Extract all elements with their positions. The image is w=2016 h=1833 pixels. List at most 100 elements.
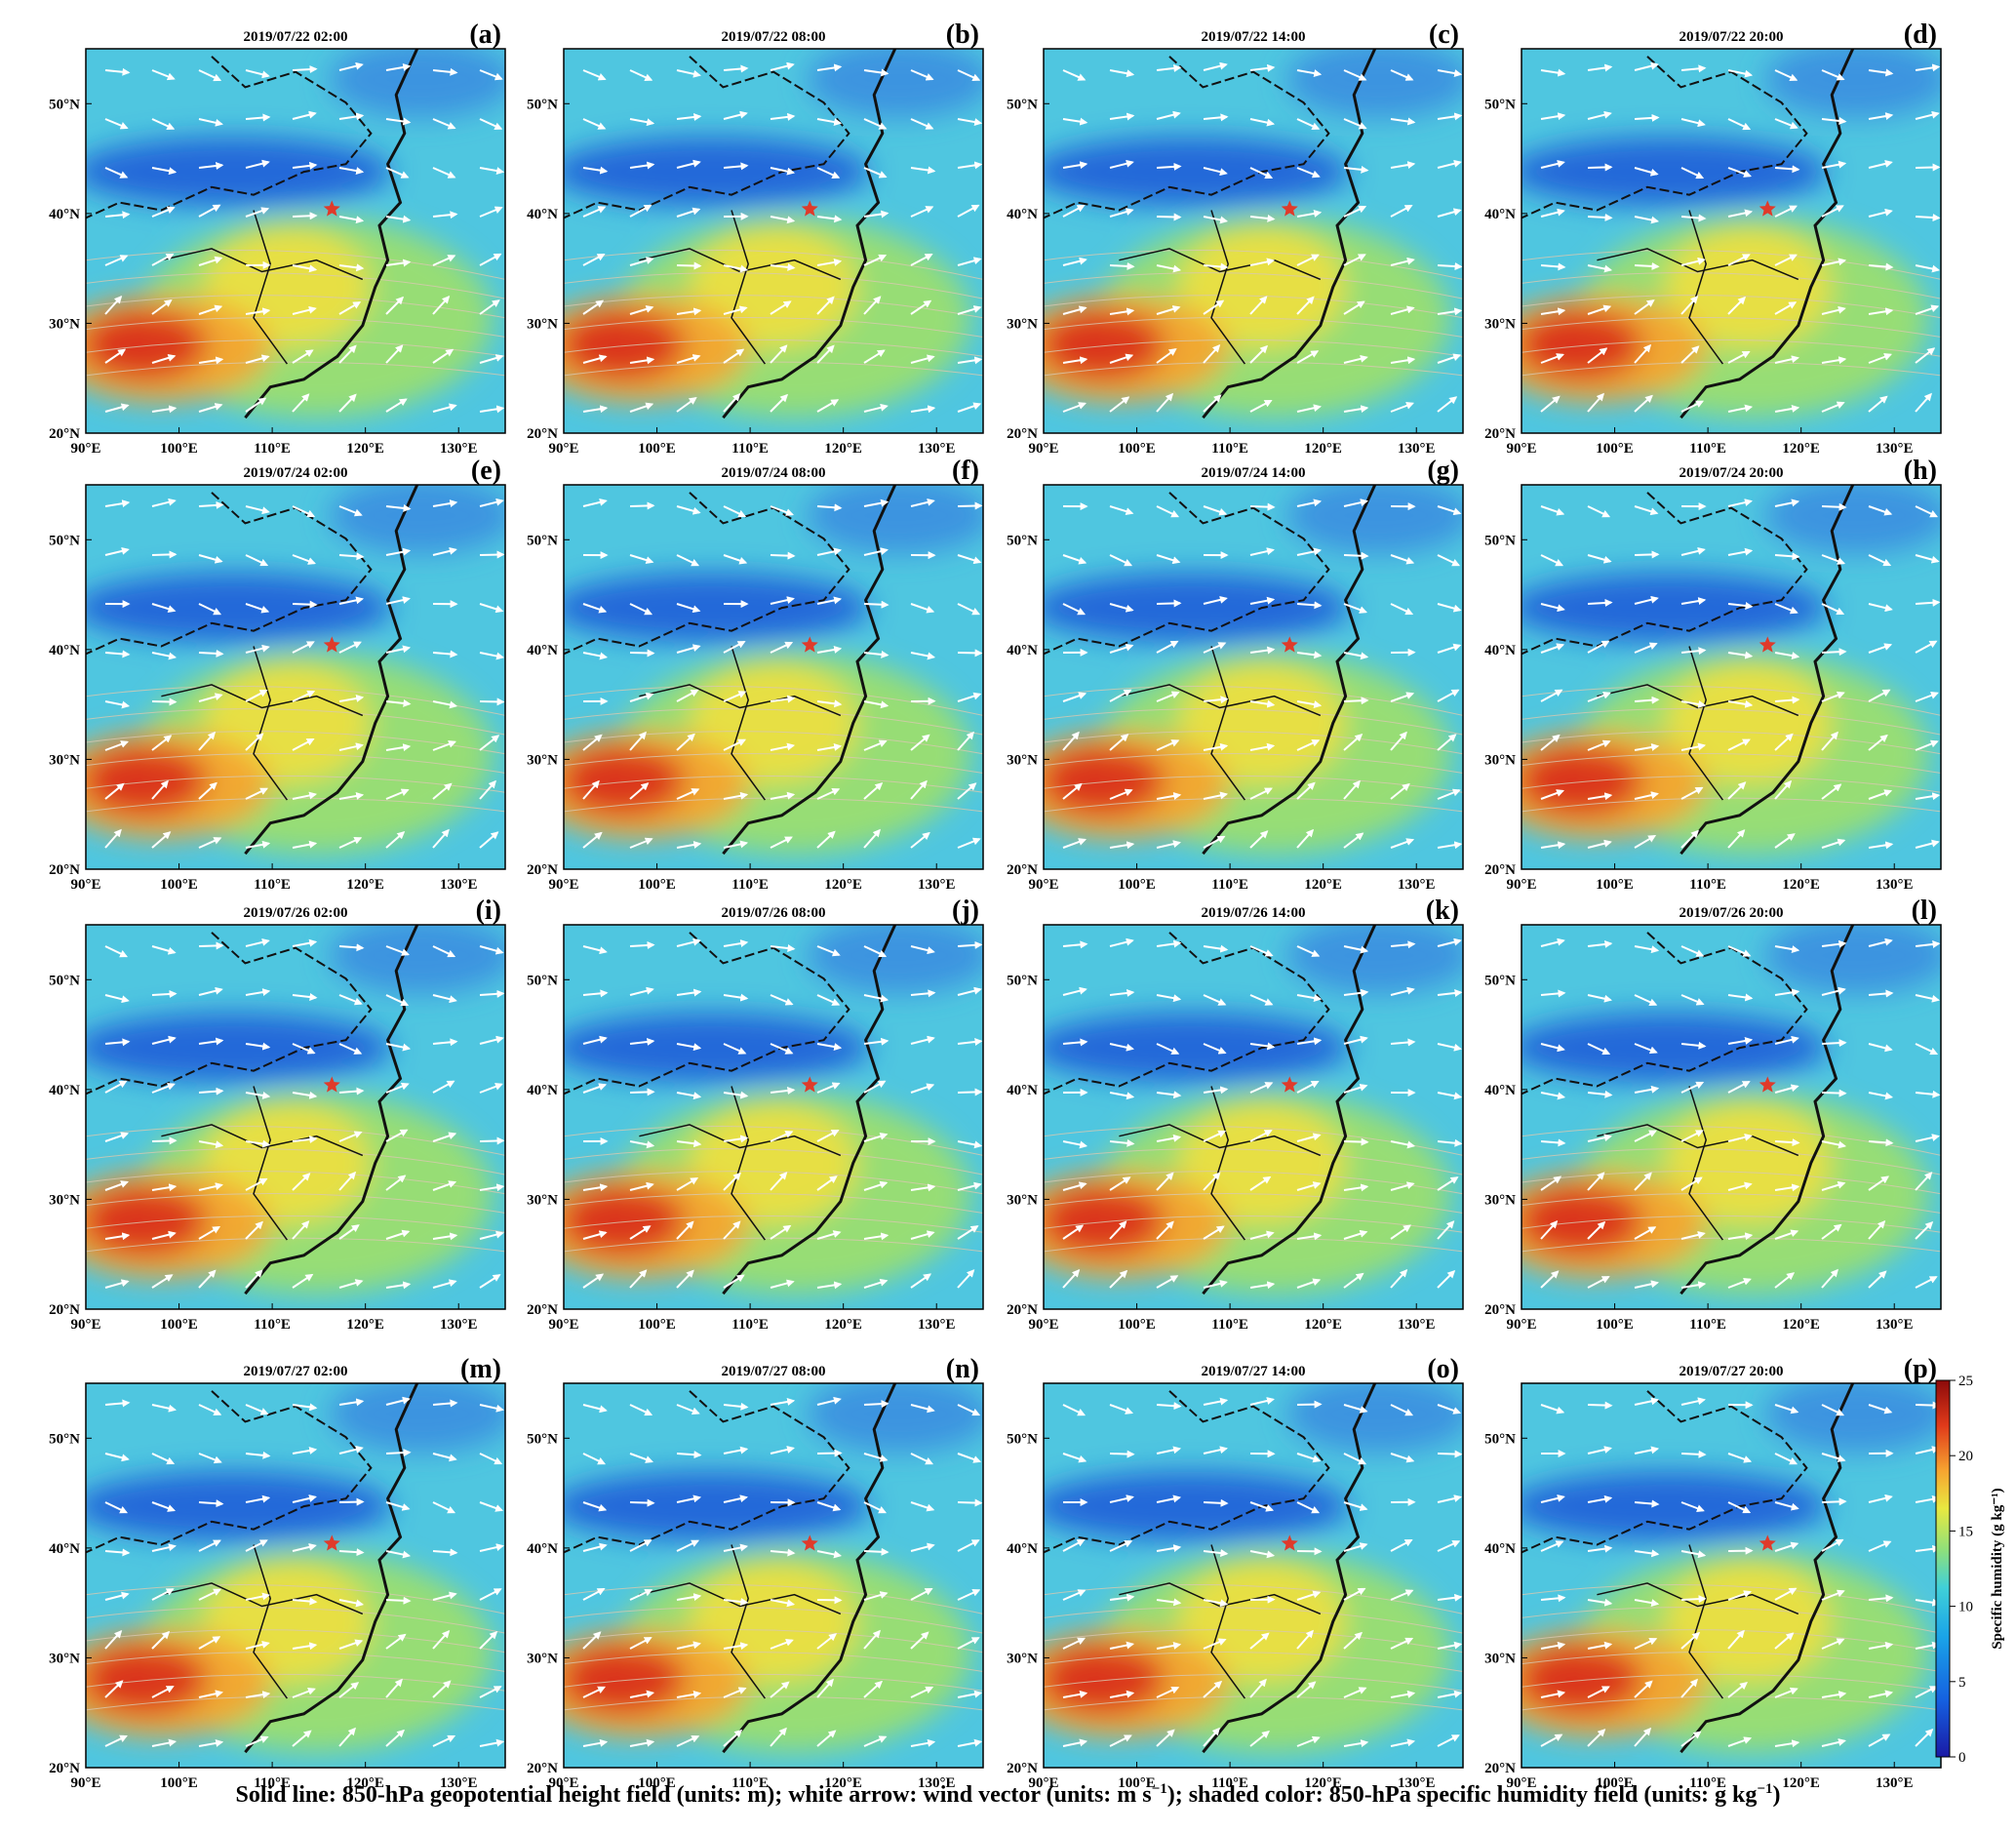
lon-tick-label: 90°E — [1028, 877, 1058, 893]
national-border — [1044, 1390, 1330, 1554]
humidity-field — [564, 49, 983, 433]
lon-tick-label: 90°E — [548, 441, 578, 457]
lat-tick-label: 50°N — [527, 533, 558, 548]
national-border — [564, 492, 850, 656]
coastline — [1202, 925, 1377, 1295]
lat-tick-label: 40°N — [1484, 1083, 1516, 1098]
map-panel-f: 2019/07/24 08:00 (f) 20°N 30°N 40°N 50°N 90°E 1… — [527, 456, 984, 893]
lat-tick-label: 30°N — [527, 316, 558, 332]
province-border — [731, 1544, 767, 1699]
lat-tick-label: 30°N — [1484, 1651, 1516, 1666]
panel-title: 2019/07/27 02:00 — [243, 1364, 347, 1379]
wind-vectors — [104, 61, 505, 414]
lat-tick-label: 40°N — [1007, 1541, 1038, 1557]
star-marker — [801, 636, 818, 653]
lon-tick-label: 100°E — [638, 441, 676, 457]
humidity-field — [86, 49, 505, 433]
star-marker — [1759, 636, 1776, 653]
lon-tick-label: 90°E — [70, 1317, 100, 1333]
national-border — [86, 932, 373, 1096]
map-panel-j: 2019/07/26 08:00 (j) 20°N 30°N 40°N 50°N 90°E 1… — [527, 896, 984, 1333]
lon-tick-label: 100°E — [160, 441, 198, 457]
lat-tick-label: 20°N — [1484, 1302, 1516, 1318]
national-border — [86, 492, 373, 656]
lon-tick-label: 90°E — [1028, 1317, 1058, 1333]
humidity-field — [1044, 925, 1463, 1309]
panel-title: 2019/07/27 08:00 — [721, 1364, 825, 1379]
panel-title: 2019/07/24 02:00 — [243, 465, 347, 481]
map-panel-o: 2019/07/27 14:00 (o) 20°N 30°N 40°N 50°N 90°E 1… — [1007, 1354, 1464, 1791]
map-panel-c: 2019/07/22 14:00 (c) 20°N 30°N 40°N 50°N 90°E 1… — [1007, 20, 1464, 457]
lat-tick-label: 20°N — [1007, 1761, 1038, 1776]
lat-tick-label: 30°N — [49, 316, 80, 332]
coastline — [1680, 49, 1855, 419]
wind-vectors — [104, 498, 505, 849]
lat-tick-label: 20°N — [527, 862, 558, 878]
lat-tick-label: 30°N — [1484, 752, 1516, 768]
panel-frame — [1043, 1382, 1464, 1769]
star-marker — [1281, 200, 1298, 217]
lon-tick-label: 120°E — [1782, 1775, 1820, 1791]
lat-tick-label: 40°N — [1484, 643, 1516, 658]
lon-tick-label: 90°E — [1028, 1775, 1058, 1791]
humidity-field — [1522, 1383, 1941, 1768]
lat-tick-label: 40°N — [1484, 1541, 1516, 1557]
lat-tick-label: 30°N — [49, 752, 80, 768]
lat-tick-label: 20°N — [1484, 426, 1516, 442]
lon-tick-label: 130°E — [1876, 877, 1914, 893]
wind-vectors — [1540, 937, 1941, 1290]
star-marker — [323, 200, 340, 217]
wind-vectors — [1540, 61, 1941, 413]
map-panel-h: 2019/07/24 20:00 (h) 20°N 30°N 40°N 50°N 90°E 1… — [1484, 456, 1942, 893]
panel-title: 2019/07/24 08:00 — [721, 465, 825, 481]
star-marker — [1281, 1076, 1298, 1093]
coastline — [722, 49, 897, 419]
caption-part3: ) — [1772, 1782, 1781, 1808]
lon-tick-label: 130°E — [918, 877, 956, 893]
panel-frame — [1521, 48, 1942, 434]
lat-tick-label: 30°N — [527, 1651, 558, 1666]
panel-frame — [1043, 924, 1464, 1310]
lat-tick-label: 40°N — [49, 1083, 80, 1098]
panel-label: (i) — [476, 896, 501, 926]
lat-tick-label: 30°N — [1484, 1192, 1516, 1208]
lon-tick-label: 120°E — [824, 877, 862, 893]
lon-tick-label: 110°E — [254, 441, 291, 457]
humidity-field — [86, 1383, 505, 1768]
panel-title: 2019/07/22 14:00 — [1201, 29, 1305, 45]
coastline — [244, 485, 419, 856]
map-panel-p: 2019/07/27 20:00 (p) 20°N 30°N 40°N 50°N 90°E 1… — [1484, 1354, 1942, 1791]
lon-tick-label: 100°E — [638, 1317, 676, 1333]
national-border — [564, 56, 850, 219]
lat-tick-label: 30°N — [1007, 752, 1038, 768]
panel-label: (p) — [1904, 1354, 1937, 1384]
caption-exponent-2: −1 — [1757, 1781, 1773, 1797]
lon-tick-label: 90°E — [1506, 1775, 1536, 1791]
humidity-field — [564, 925, 983, 1309]
map-panel-l: 2019/07/26 20:00 (l) 20°N 30°N 40°N 50°N 90°E 1… — [1484, 896, 1942, 1333]
humidity-field — [86, 925, 505, 1309]
star-marker — [801, 1534, 818, 1551]
panel-title: 2019/07/24 20:00 — [1679, 465, 1783, 481]
wind-vectors — [582, 498, 983, 849]
province-border — [1210, 1086, 1246, 1241]
lon-tick-label: 120°E — [1304, 441, 1342, 457]
coastline — [1680, 1383, 1855, 1754]
map-panel-e: 2019/07/24 02:00 (e) 20°N 30°N 40°N 50°N 90°E 1… — [49, 456, 506, 893]
lon-tick-label: 100°E — [1596, 1317, 1634, 1333]
lon-tick-label: 100°E — [1596, 1775, 1634, 1791]
lon-tick-label: 100°E — [1118, 441, 1156, 457]
panel-label: (b) — [946, 20, 979, 50]
lon-tick-label: 110°E — [1211, 1775, 1248, 1791]
panel-title: 2019/07/26 14:00 — [1201, 905, 1305, 921]
colorbar-ticks: 0 5 10 15 20 25 — [1950, 1374, 1973, 1766]
province-border — [1688, 646, 1724, 801]
lon-tick-label: 110°E — [254, 877, 291, 893]
star-marker — [1759, 1076, 1776, 1093]
wind-vectors — [1062, 937, 1463, 1290]
map-panel-d: 2019/07/22 20:00 (d) 20°N 30°N 40°N 50°N 90°E 1… — [1484, 20, 1942, 457]
lat-tick-label: 20°N — [1484, 1761, 1516, 1776]
lat-tick-label: 50°N — [1007, 973, 1038, 988]
humidity-field — [1522, 925, 1941, 1309]
province-border — [253, 1544, 289, 1699]
